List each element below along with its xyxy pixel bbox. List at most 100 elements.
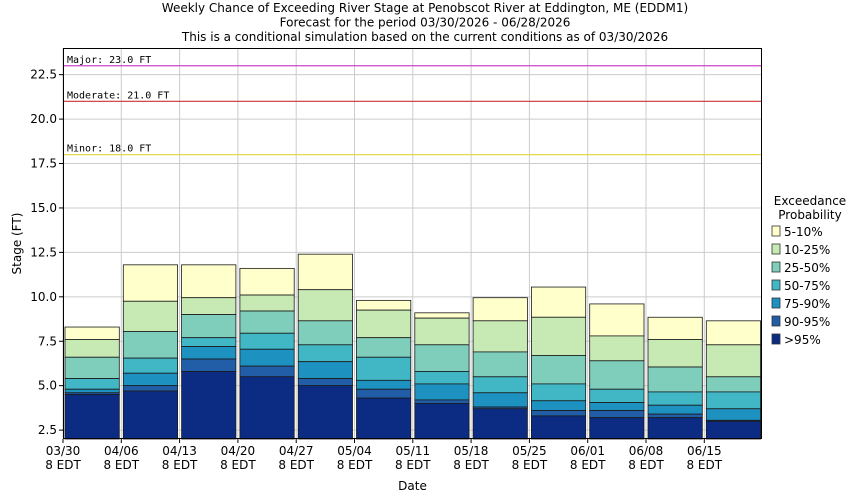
y-tick-label: 7.5 <box>38 334 57 348</box>
bar-segment <box>589 360 645 390</box>
bar-segment <box>239 294 295 312</box>
bar-segment <box>647 391 703 406</box>
bar-segment <box>531 383 587 402</box>
bar-segment <box>589 417 645 440</box>
x-tick-tz: 8 EDT <box>278 458 314 472</box>
bar-segment <box>705 420 761 440</box>
threshold-label: Moderate: 21.0 FT <box>67 90 169 101</box>
x-tick-tz: 8 EDT <box>453 458 489 472</box>
x-tick-tz: 8 EDT <box>162 458 198 472</box>
bar-segment <box>239 365 295 378</box>
bar-segment <box>64 388 120 394</box>
bar-segment <box>239 310 295 334</box>
bar-segment <box>64 394 120 440</box>
legend-label: 75-90% <box>784 297 830 311</box>
x-tick-date: 04/13 <box>162 444 197 458</box>
bar-segment <box>122 331 179 359</box>
bar-segment <box>705 408 761 421</box>
y-axis: 2.5 5.0 7.5 10.0 12.5 15.0 17.5 20.0 22.5 <box>30 68 63 437</box>
threshold-label: Major: 23.0 FT <box>67 55 151 66</box>
bar-segment <box>647 413 703 419</box>
bar-segment <box>297 253 353 291</box>
bar-segment <box>531 286 587 318</box>
legend-swatch <box>771 279 781 291</box>
plot-frame <box>63 48 762 439</box>
bar-week-06-08 <box>647 316 703 440</box>
bar-segment <box>356 309 412 339</box>
bar-segment <box>472 320 528 353</box>
bar-week-04-13 <box>181 264 237 440</box>
bar-segment <box>472 297 528 322</box>
bar-segment <box>414 383 470 401</box>
bar-segment <box>239 267 295 296</box>
x-tick-tz: 8 EDT <box>103 458 139 472</box>
legend-label: 90-95% <box>784 315 830 329</box>
bar-segment <box>414 344 470 372</box>
x-tick-date: 05/04 <box>337 444 372 458</box>
bar-segment <box>297 320 353 346</box>
bar-week-05-18 <box>472 297 528 440</box>
bar-segment <box>531 355 587 385</box>
bar-segment <box>297 361 353 379</box>
bar-segment <box>356 337 412 358</box>
bar-segment <box>181 358 237 372</box>
bar-segment <box>589 335 645 362</box>
y-tick-label: 12.5 <box>30 245 57 259</box>
x-tick-date: 04/20 <box>221 444 256 458</box>
x-tick-date: 05/25 <box>512 444 547 458</box>
bar-segment <box>705 376 761 393</box>
bar-segment <box>414 399 470 404</box>
bar-segment <box>181 337 237 347</box>
bar-segment <box>356 397 412 440</box>
title-line: Forecast for the period 03/30/2026 - 06/… <box>280 16 571 30</box>
bar-segment <box>64 356 120 379</box>
bar-segment <box>297 344 353 363</box>
x-tick-date: 03/30 <box>46 444 81 458</box>
bar-segment <box>181 314 237 339</box>
bar-segment <box>356 299 412 311</box>
bar-segment <box>647 316 703 340</box>
y-tick-label: 22.5 <box>30 68 57 82</box>
bar-segment <box>239 376 295 440</box>
bar-segment <box>589 303 645 337</box>
bar-segment <box>647 366 703 393</box>
y-tick-label: 17.5 <box>30 157 57 171</box>
y-tick-label: 20.0 <box>30 112 57 126</box>
y-tick-label: 2.5 <box>38 423 57 437</box>
y-tick-label: 10.0 <box>30 290 57 304</box>
bar-segment <box>181 264 237 299</box>
bar-segment <box>122 390 179 440</box>
x-tick-tz: 8 EDT <box>512 458 548 472</box>
bar-week-05-11 <box>414 312 470 440</box>
x-tick-tz: 8 EDT <box>337 458 373 472</box>
bar-segment <box>705 344 761 378</box>
legend-label: >95% <box>784 333 821 347</box>
bar-segment <box>297 385 353 440</box>
legend-swatch <box>771 297 781 309</box>
bar-segment <box>356 356 412 381</box>
bar-week-05-25 <box>531 286 587 440</box>
title-line: This is a conditional simulation based o… <box>181 30 668 44</box>
x-tick-date: 06/15 <box>687 444 722 458</box>
bar-segment <box>297 289 353 322</box>
legend-swatch <box>771 225 781 237</box>
x-tick-date: 05/18 <box>454 444 489 458</box>
x-axis-label: Date <box>398 479 427 493</box>
bar-segment <box>472 351 528 378</box>
bar-week-06-15 <box>705 320 761 440</box>
bar-week-04-06 <box>122 264 179 440</box>
y-tick-label: 15.0 <box>30 201 57 215</box>
bar-segment <box>356 388 412 399</box>
x-tick-date: 05/11 <box>396 444 431 458</box>
bar-week-04-27 <box>297 253 353 440</box>
x-tick-tz: 8 EDT <box>220 458 256 472</box>
bar-segment <box>297 378 353 387</box>
y-tick-label: 5.0 <box>38 379 57 393</box>
bars <box>64 253 761 440</box>
x-tick-tz: 8 EDT <box>45 458 81 472</box>
bar-segment <box>647 339 703 368</box>
bar-segment <box>122 357 179 374</box>
x-tick-tz: 8 EDT <box>395 458 431 472</box>
legend-title: Probability <box>778 208 841 222</box>
